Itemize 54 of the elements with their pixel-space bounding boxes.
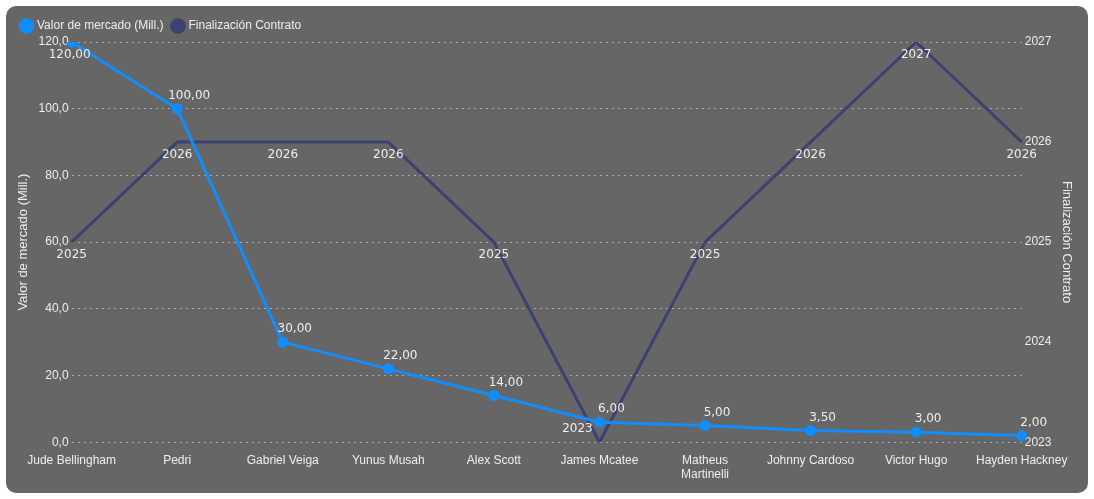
data-label: 22,00	[383, 347, 418, 362]
data-label: 2026	[161, 147, 193, 162]
y2-tick-label: 2025	[1024, 234, 1052, 249]
data-label: 2026	[373, 147, 404, 162]
data-label: 3,50	[809, 409, 836, 424]
point	[593, 416, 605, 428]
legend-label: Valor de mercado (Mill.)	[37, 18, 164, 33]
y-axis-title: Valor de mercado (Mill.)	[15, 173, 31, 311]
point	[382, 363, 394, 375]
data-label: 2,00	[1020, 414, 1048, 429]
y-tick-label: 60,0	[45, 234, 69, 249]
point	[171, 103, 183, 115]
x-tick-label: Alex Scott	[466, 452, 522, 467]
data-label: 6,00	[598, 401, 625, 416]
data-label: 2023	[562, 421, 593, 436]
x-tick-label: Gabriel Veiga	[246, 452, 320, 467]
x-tick-label: Pedri	[163, 452, 192, 467]
point	[488, 390, 500, 402]
data-label: 14,00	[488, 374, 524, 389]
y2-tick-label: 2024	[1024, 334, 1052, 349]
legend-label: Finalización Contrato	[188, 18, 302, 33]
point	[910, 426, 922, 438]
data-label: 100,00	[168, 87, 211, 102]
point	[699, 420, 711, 432]
point	[805, 425, 817, 437]
data-label: 2025	[478, 247, 510, 262]
y-tick-label: 80,0	[45, 167, 69, 182]
data-label: 2027	[900, 47, 932, 62]
y-tick-label: 20,0	[45, 367, 69, 382]
x-tick-label: Yunus Musah	[351, 452, 425, 467]
x-tick-label: Johnny Cardoso	[766, 452, 855, 467]
data-label: 30,00	[277, 321, 312, 336]
data-label: 2025	[689, 247, 721, 262]
y-tick-label: 0,0	[51, 434, 69, 449]
data-label: 120,00	[48, 47, 91, 62]
y2-tick-label: 2027	[1024, 34, 1052, 49]
x-tick-label: James Mcatee	[560, 452, 639, 467]
y2-axis-title: Finalización Contrato	[1059, 181, 1075, 304]
x-tick-label: Victor Hugo	[884, 452, 948, 467]
data-label: 3,00	[914, 411, 942, 426]
y-tick-label: 40,0	[45, 301, 69, 316]
y-tick-label: 100,0	[38, 101, 69, 116]
data-label: 5,00	[703, 404, 731, 419]
x-tick-label: Jude Bellingham	[27, 452, 116, 467]
x-tick-label: Matheus Martinelli	[681, 452, 730, 482]
y-tick-label: 120,0	[38, 34, 69, 49]
y2-tick-label: 2026	[1024, 134, 1052, 149]
data-label: 2025	[56, 247, 87, 262]
y2-tick-label: 2023	[1024, 434, 1052, 449]
point	[277, 336, 289, 348]
data-label: 2026	[267, 147, 299, 162]
x-tick-label: Hayden Hackney	[976, 452, 1068, 467]
data-label: 2026	[795, 147, 826, 162]
data-label: 2026	[1006, 147, 1037, 162]
